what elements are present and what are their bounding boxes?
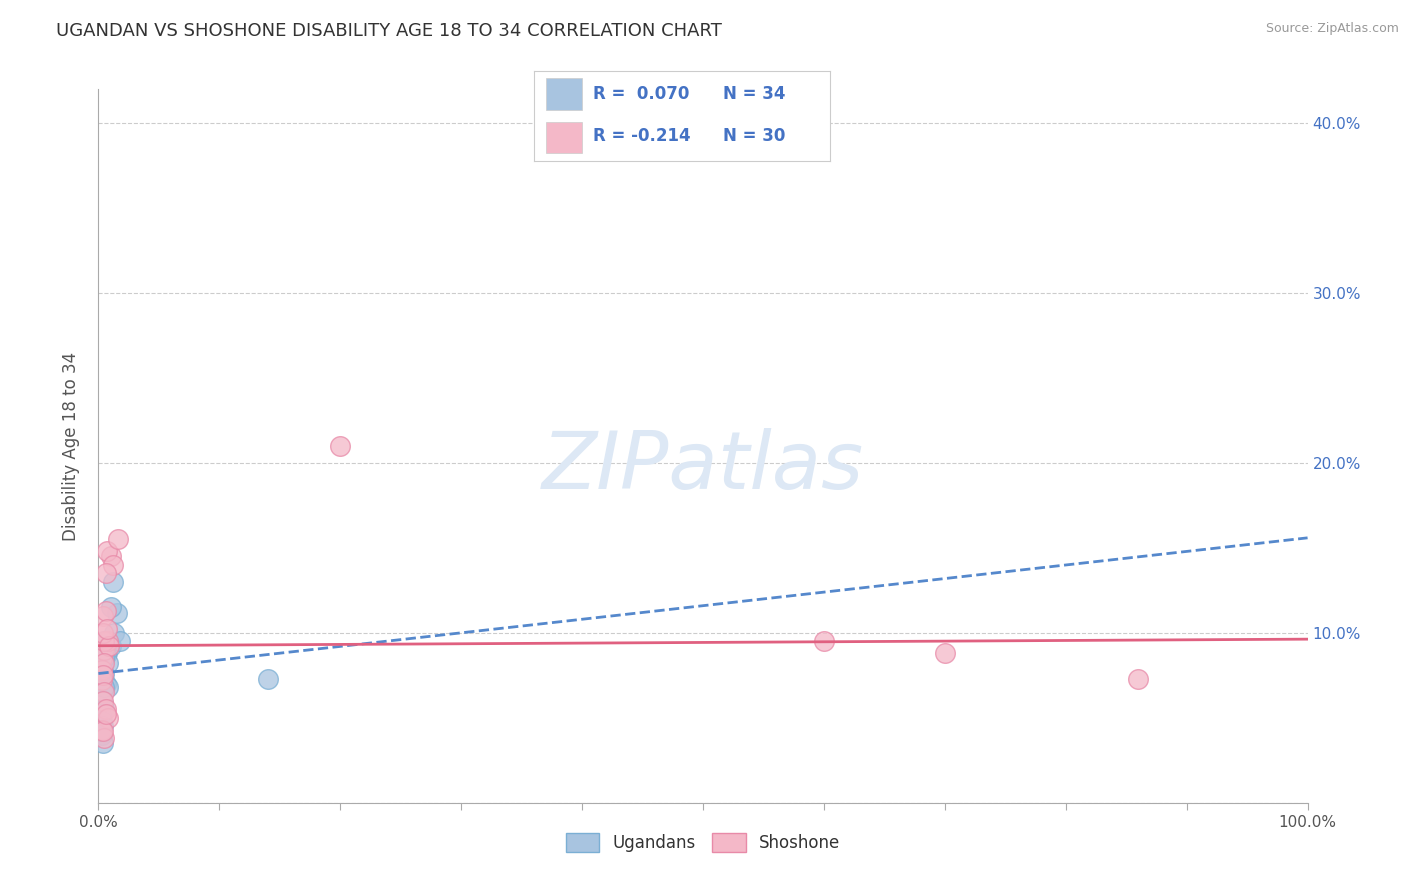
Point [94,702,117,716]
Point [97,634,120,648]
Point [91,643,114,657]
Legend: Ugandans, Shoshone: Ugandans, Shoshone [560,826,846,859]
Point [93,634,115,648]
Point [107,533,129,547]
Point [93,685,115,699]
Point [91,673,114,688]
Point [97,680,120,694]
Point [93,657,115,671]
Point [91,663,114,677]
Text: ZIPatlas: ZIPatlas [541,428,865,507]
Point [93,643,115,657]
Point [93,680,115,694]
Point [91,608,114,623]
Point [93,731,115,746]
Point [93,634,115,648]
Point [91,719,114,733]
Point [100,600,122,615]
Point [329,439,352,453]
Point [97,657,120,671]
Point [91,668,114,682]
Bar [546,78,582,110]
Bar [546,122,582,153]
Point [93,666,115,681]
Point [91,723,114,737]
Point [97,711,120,725]
Point [100,549,122,564]
Point [103,626,125,640]
Text: R = -0.214: R = -0.214 [593,128,690,145]
Point [96,544,118,558]
Point [813,634,835,648]
Point [91,694,114,708]
Point [101,558,124,572]
Point [91,736,114,750]
Y-axis label: Disability Age 18 to 34: Disability Age 18 to 34 [62,351,80,541]
Point [100,640,122,654]
Point [91,724,114,739]
Point [105,606,128,620]
Point [90,724,112,739]
Point [94,648,117,662]
Point [94,677,117,691]
Point [94,566,117,581]
Point [91,663,114,677]
Point [934,646,956,660]
Point [91,673,114,688]
Text: R =  0.070: R = 0.070 [593,85,690,103]
Point [108,634,131,648]
Text: N = 34: N = 34 [723,85,786,103]
Point [97,634,120,648]
Point [96,634,118,648]
Point [96,646,118,660]
Point [94,604,117,618]
Point [91,685,114,699]
Point [101,574,124,589]
Point [93,702,115,716]
Point [1128,672,1150,686]
Point [91,698,114,712]
Text: UGANDAN VS SHOSHONE DISABILITY AGE 18 TO 34 CORRELATION CHART: UGANDAN VS SHOSHONE DISABILITY AGE 18 TO… [56,22,723,40]
Text: Source: ZipAtlas.com: Source: ZipAtlas.com [1265,22,1399,36]
Point [256,672,278,686]
Point [94,707,117,722]
Point [91,651,114,665]
Point [90,694,112,708]
Point [91,626,114,640]
Point [93,651,115,665]
Point [96,623,118,637]
Point [91,655,114,669]
Point [91,714,114,729]
Point [93,651,115,665]
Point [91,728,114,742]
Text: N = 30: N = 30 [723,128,786,145]
Point [98,640,121,654]
Point [90,707,112,722]
Point [90,660,112,674]
